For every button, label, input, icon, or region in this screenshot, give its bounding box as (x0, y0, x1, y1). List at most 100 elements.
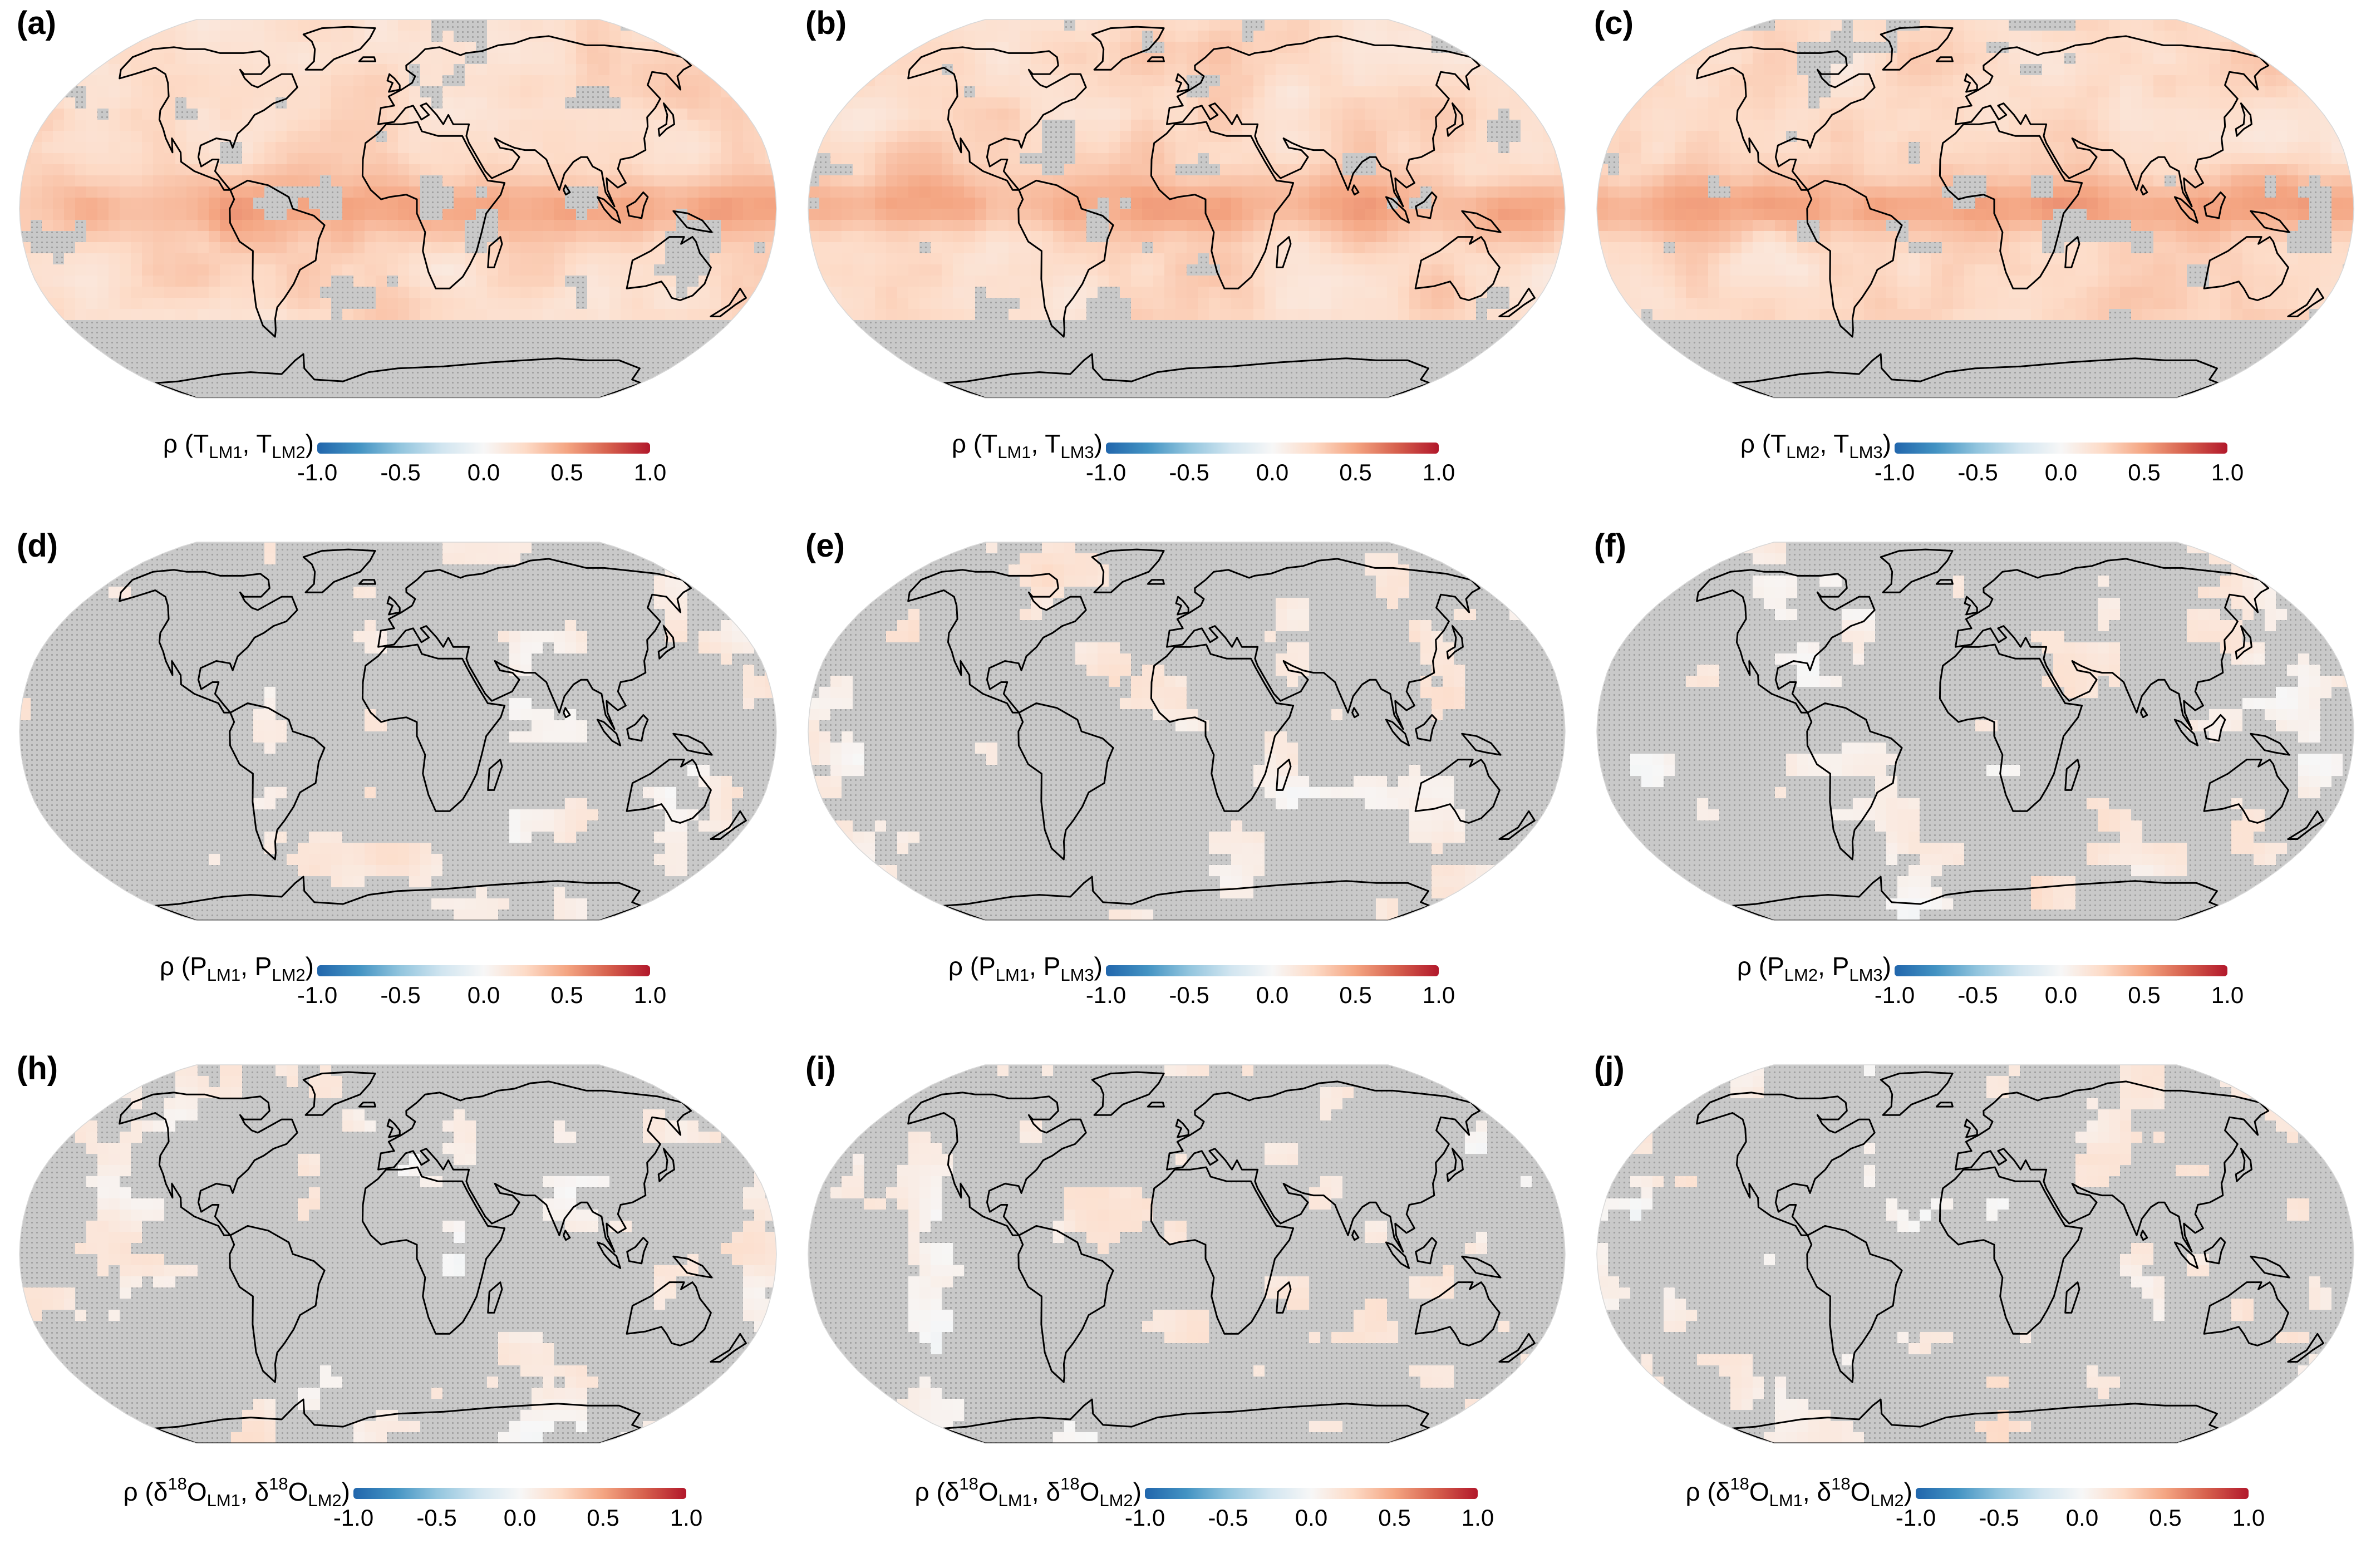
grid-cell (1098, 342, 1109, 354)
grid-cell (1265, 320, 1276, 332)
grid-cell (654, 376, 666, 387)
grid-cell (554, 19, 565, 31)
grid-cell (1142, 287, 1154, 298)
grid-cell (997, 120, 1009, 131)
grid-cell (520, 120, 532, 131)
grid-cell (264, 376, 276, 387)
grid-cell (131, 264, 142, 276)
grid-cell (253, 365, 265, 376)
grid-cell (97, 131, 109, 142)
grid-cell (1432, 86, 1443, 98)
grid-cell (53, 209, 65, 220)
grid-cell (431, 220, 443, 232)
grid-cell (1487, 53, 1499, 65)
grid-cell (365, 231, 376, 243)
grid-cell (1320, 198, 1332, 209)
grid-cell (1554, 198, 1566, 209)
grid-cell (587, 309, 599, 321)
grid-cell (1476, 131, 1488, 142)
grid-cell (242, 365, 254, 376)
grid-cell (609, 131, 621, 142)
grid-cell (1554, 253, 1566, 265)
grid-cell (1509, 376, 1521, 387)
grid-cell (1086, 53, 1098, 65)
grid-cell (1675, 42, 1686, 53)
grid-cell (1443, 142, 1454, 154)
grid-cell (153, 331, 165, 343)
grid-cell (554, 320, 565, 332)
grid-cell (632, 298, 643, 309)
grid-cell (732, 42, 744, 53)
grid-cell (476, 276, 488, 287)
grid-cell (1242, 86, 1254, 98)
grid-cell (875, 120, 887, 131)
grid-cell (942, 264, 953, 276)
grid-cell (830, 320, 842, 332)
grid-cell (1309, 19, 1321, 31)
grid-cell (743, 209, 755, 220)
grid-cell (1175, 209, 1187, 220)
grid-cell (808, 353, 820, 365)
grid-cell (209, 31, 220, 42)
grid-cell (654, 342, 666, 354)
grid-cell (1376, 353, 1388, 365)
grid-cell (532, 42, 543, 53)
grid-cell (198, 19, 209, 31)
grid-cell (732, 186, 744, 198)
grid-cell (830, 131, 842, 142)
grid-cell (1320, 209, 1332, 220)
grid-cell (1454, 353, 1465, 365)
grid-cell (1265, 253, 1276, 265)
grid-cell (164, 253, 176, 265)
grid-cell (710, 120, 721, 131)
grid-cell (353, 53, 365, 65)
grid-cell (1365, 120, 1376, 131)
grid-cell (1309, 142, 1321, 154)
grid-cell (376, 264, 387, 276)
grid-cell (676, 120, 688, 131)
grid-cell (1543, 264, 1555, 276)
grid-cell (398, 220, 410, 232)
grid-cell (1331, 109, 1343, 120)
grid-cell (465, 198, 476, 209)
grid-cell (964, 353, 976, 365)
grid-cell (986, 298, 998, 309)
grid-cell (75, 97, 87, 109)
grid-cell (209, 75, 220, 87)
grid-cell (1164, 42, 1176, 53)
grid-cell (75, 175, 87, 187)
grid-cell (587, 376, 599, 387)
grid-cell (1064, 376, 1076, 387)
grid-cell (264, 164, 276, 176)
grid-cell (1075, 253, 1087, 265)
grid-cell (721, 53, 732, 65)
grid-cell (153, 320, 165, 332)
grid-cell (431, 97, 443, 109)
grid-cell (1342, 120, 1354, 131)
grid-cell (864, 342, 875, 354)
grid-cell (465, 298, 476, 309)
grid-cell (1109, 175, 1120, 187)
grid-cell (1398, 64, 1410, 76)
grid-cell (1320, 365, 1332, 376)
grid-cell (365, 298, 376, 309)
grid-cell (1630, 31, 1642, 42)
grid-cell (1287, 331, 1298, 343)
grid-cell (532, 164, 543, 176)
grid-cell (1409, 120, 1421, 131)
grid-cell (687, 276, 699, 287)
grid-cell (953, 365, 965, 376)
grid-cell (1443, 309, 1454, 321)
grid-cell (953, 253, 965, 265)
grid-cell (643, 342, 655, 354)
grid-cell (431, 142, 443, 154)
grid-cell (209, 287, 220, 298)
grid-cell (886, 264, 898, 276)
grid-cell (710, 342, 721, 354)
grid-cell (365, 253, 376, 265)
grid-cell (31, 387, 42, 399)
grid-cell (253, 31, 265, 42)
grid-cell (1131, 19, 1143, 31)
grid-cell (131, 376, 142, 387)
grid-cell (498, 264, 510, 276)
